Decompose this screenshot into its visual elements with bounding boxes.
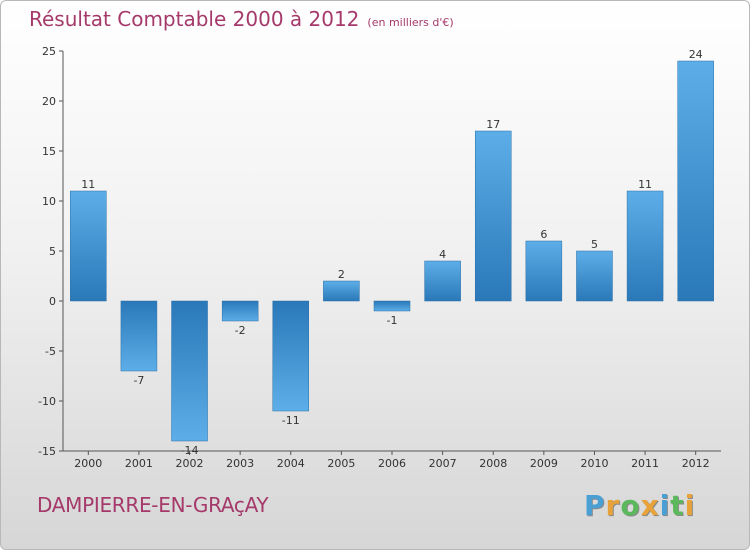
x-tick-label: 2006 (378, 457, 406, 470)
data-label: 2 (338, 268, 345, 281)
brand-logo: Proxiti (584, 489, 695, 522)
data-label: -2 (235, 324, 246, 337)
y-tick-label: 10 (42, 195, 56, 208)
bar (525, 240, 563, 302)
x-tick-label: 2010 (580, 457, 608, 470)
x-tick-label: 2009 (530, 457, 558, 470)
data-label: -7 (133, 374, 144, 387)
bar (373, 300, 411, 312)
y-tick-label: 25 (42, 45, 56, 58)
brand-logo-letter: t (670, 489, 685, 522)
bar (424, 260, 461, 302)
brand-logo-letter: o (620, 489, 641, 522)
x-tick-label: 2003 (226, 457, 254, 470)
bar (120, 300, 158, 372)
brand-logo-letter: x (640, 489, 660, 522)
x-tick-label: 2004 (277, 457, 305, 470)
x-tick-label: 2001 (125, 457, 153, 470)
y-tick-label: -5 (45, 345, 56, 358)
bars (70, 60, 714, 442)
bar (171, 300, 208, 442)
data-label: 24 (689, 48, 703, 61)
y-tick-label: 5 (49, 245, 56, 258)
brand-logo-letter: i (684, 489, 696, 522)
x-tick-label: 2011 (631, 457, 659, 470)
bar (474, 130, 512, 302)
data-label: 5 (591, 238, 598, 251)
x-tick-label: 2000 (74, 457, 102, 470)
y-tick-label: 15 (42, 145, 56, 158)
data-label: 11 (81, 178, 95, 191)
bar (626, 190, 664, 302)
data-label: 6 (540, 228, 547, 241)
x-tick-label: 2012 (682, 457, 710, 470)
chart-title-row: Résultat Comptable 2000 à 2012 (en millie… (29, 7, 454, 31)
data-label: 11 (638, 178, 652, 191)
x-tick-label: 2007 (429, 457, 457, 470)
chart-title: Résultat Comptable 2000 à 2012 (29, 7, 360, 31)
y-tick-label: -15 (38, 445, 56, 458)
data-label: -1 (387, 314, 398, 327)
commune-name: DAMPIERRE-EN-GRAçAY (37, 493, 269, 517)
bar (677, 60, 714, 302)
bar (323, 280, 360, 302)
bar (576, 250, 613, 302)
chart-subtitle: (en milliers d'€) (367, 16, 454, 29)
x-tick-label: 2005 (327, 457, 355, 470)
brand-logo-letter: i (659, 489, 671, 522)
data-label: -14 (181, 444, 199, 457)
y-tick-label: -10 (38, 395, 56, 408)
bar (70, 190, 107, 302)
data-label: -11 (282, 414, 300, 427)
data-label: 17 (486, 118, 500, 131)
brand-logo-letter: P (584, 489, 606, 522)
data-label: 4 (439, 248, 446, 261)
y-tick-label: 0 (49, 295, 56, 308)
bar (272, 300, 310, 412)
y-tick-label: 20 (42, 95, 56, 108)
bar (221, 300, 259, 322)
brand-logo-letter: r (605, 489, 621, 522)
x-tick-label: 2002 (176, 457, 204, 470)
x-tick-label: 2008 (479, 457, 507, 470)
